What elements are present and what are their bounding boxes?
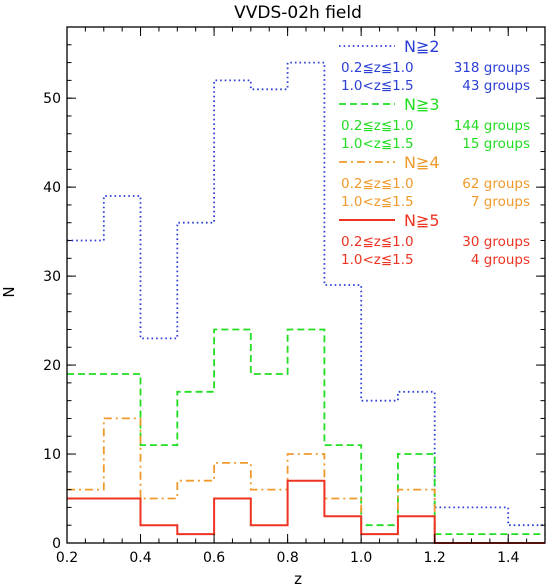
legend-group-count: 144 groups xyxy=(454,118,530,134)
series-layer xyxy=(67,61,545,544)
legend-group-count: 4 groups xyxy=(471,252,530,268)
x-tick-label: 0.4 xyxy=(129,550,151,566)
legend-group-count: 43 groups xyxy=(462,78,530,94)
legend-series-name: N≧5 xyxy=(404,211,440,230)
axes-layer: 0.2 0.4 0.6 0.8 1.0 1.2 1.4 0 10 20 30 40 50 xyxy=(43,26,546,566)
y-tick-label: 10 xyxy=(43,447,61,463)
x-axis-label: z xyxy=(294,570,302,587)
legend-z-range: 0.2≦z≦1.0 xyxy=(341,60,414,76)
legend-z-range: 0.2≦z≦1.0 xyxy=(341,118,414,134)
x-tick-label: 0.8 xyxy=(276,550,298,566)
y-tick-label: 40 xyxy=(43,180,61,196)
y-axis-label: N xyxy=(0,286,18,297)
x-tick-label: 1.0 xyxy=(350,550,372,566)
legend-group-count: 7 groups xyxy=(471,194,530,210)
legend-z-range: 0.2≦z≦1.0 xyxy=(341,176,414,192)
y-tick-label: 30 xyxy=(43,269,61,285)
legend-group-count: 62 groups xyxy=(462,176,530,192)
plot-frame xyxy=(66,26,546,544)
x-tick-label: 0.6 xyxy=(203,550,225,566)
x-tick-label: 1.2 xyxy=(424,550,446,566)
legend-series-name: N≧3 xyxy=(404,95,440,114)
x-tick-label: 1.4 xyxy=(497,550,519,566)
legend-series-name: N≧4 xyxy=(404,153,440,172)
legend-group-count: 30 groups xyxy=(462,234,530,250)
series-line-4 xyxy=(67,479,545,544)
series-line-3 xyxy=(67,417,545,544)
y-tick-label: 0 xyxy=(52,536,61,552)
legend-group-count: 318 groups xyxy=(454,60,530,76)
legend-z-range: 1.0<z≦1.5 xyxy=(341,252,414,268)
y-tick-label: 20 xyxy=(43,358,61,374)
series-line-2 xyxy=(67,328,545,535)
legend-series-name: N≧2 xyxy=(404,37,440,56)
legend-z-range: 0.2≦z≦1.0 xyxy=(341,234,414,250)
legend-z-range: 1.0<z≦1.5 xyxy=(341,194,414,210)
legend-group-count: 15 groups xyxy=(462,136,530,152)
chart-title: VVDS-02h field xyxy=(234,3,362,23)
y-tick-label: 50 xyxy=(43,91,61,107)
legend: N≧2 0.2≦z≦1.0 318 groups 1.0<z≦1.5 43 groups… xyxy=(339,37,530,268)
legend-z-range: 1.0<z≦1.5 xyxy=(341,78,414,94)
x-tick-label: 0.2 xyxy=(56,550,78,566)
legend-z-range: 1.0<z≦1.5 xyxy=(341,136,414,152)
